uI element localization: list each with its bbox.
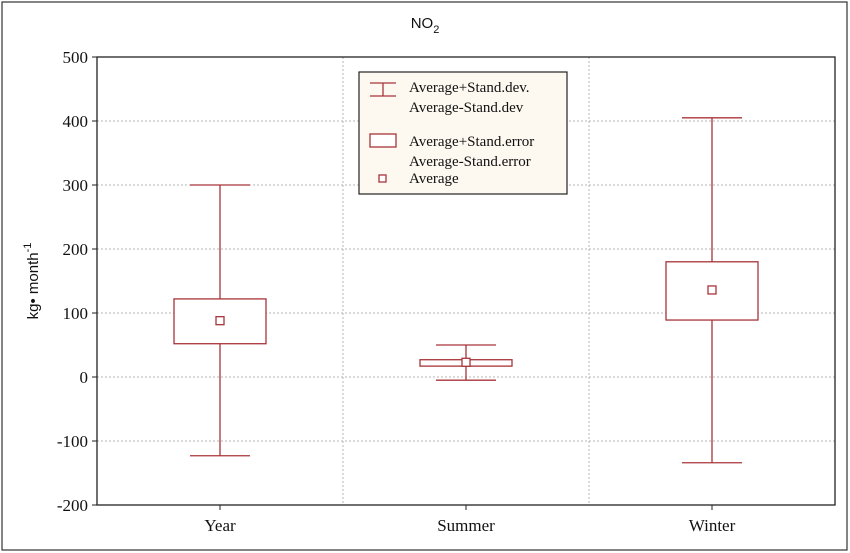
legend-point-icon: [378, 174, 387, 183]
y-tick-label: -100: [57, 432, 88, 451]
legend: Average+Stand.dev. Average-Stand.dev Avera…: [358, 71, 568, 195]
x-tick-label: Winter: [689, 516, 736, 535]
mean-point: [215, 316, 225, 326]
legend-label: Average+Stand.error: [409, 134, 534, 150]
y-tick-label: 200: [63, 240, 89, 259]
ylabel-superscript: -1: [22, 243, 34, 253]
y-tick-label: 0: [80, 368, 89, 387]
mean-point: [461, 357, 471, 367]
legend-label: Average-Stand.error: [409, 154, 531, 170]
legend-box-icon: [369, 133, 397, 148]
box-summer: [419, 344, 513, 381]
mean-point: [707, 285, 717, 295]
x-tick-label: Summer: [437, 516, 495, 535]
box-winter: [665, 117, 759, 464]
title-subscript: 2: [433, 24, 439, 36]
y-tick-label: 500: [63, 48, 89, 67]
legend-box: [358, 71, 568, 195]
legend-label: Average+Stand.dev.: [409, 80, 530, 96]
y-axis-label: kg• month-1: [22, 243, 42, 320]
y-tick-label: 100: [63, 304, 89, 323]
box-year: [173, 184, 267, 457]
legend-label: Average: [409, 171, 459, 187]
y-tick-label: -200: [57, 496, 88, 515]
x-tick-label: Year: [204, 516, 236, 535]
y-tick-label: 400: [63, 112, 89, 131]
y-tick-label: 300: [63, 176, 89, 195]
chart-title: NO2: [411, 15, 440, 36]
legend-label: Average-Stand.dev: [409, 100, 524, 116]
